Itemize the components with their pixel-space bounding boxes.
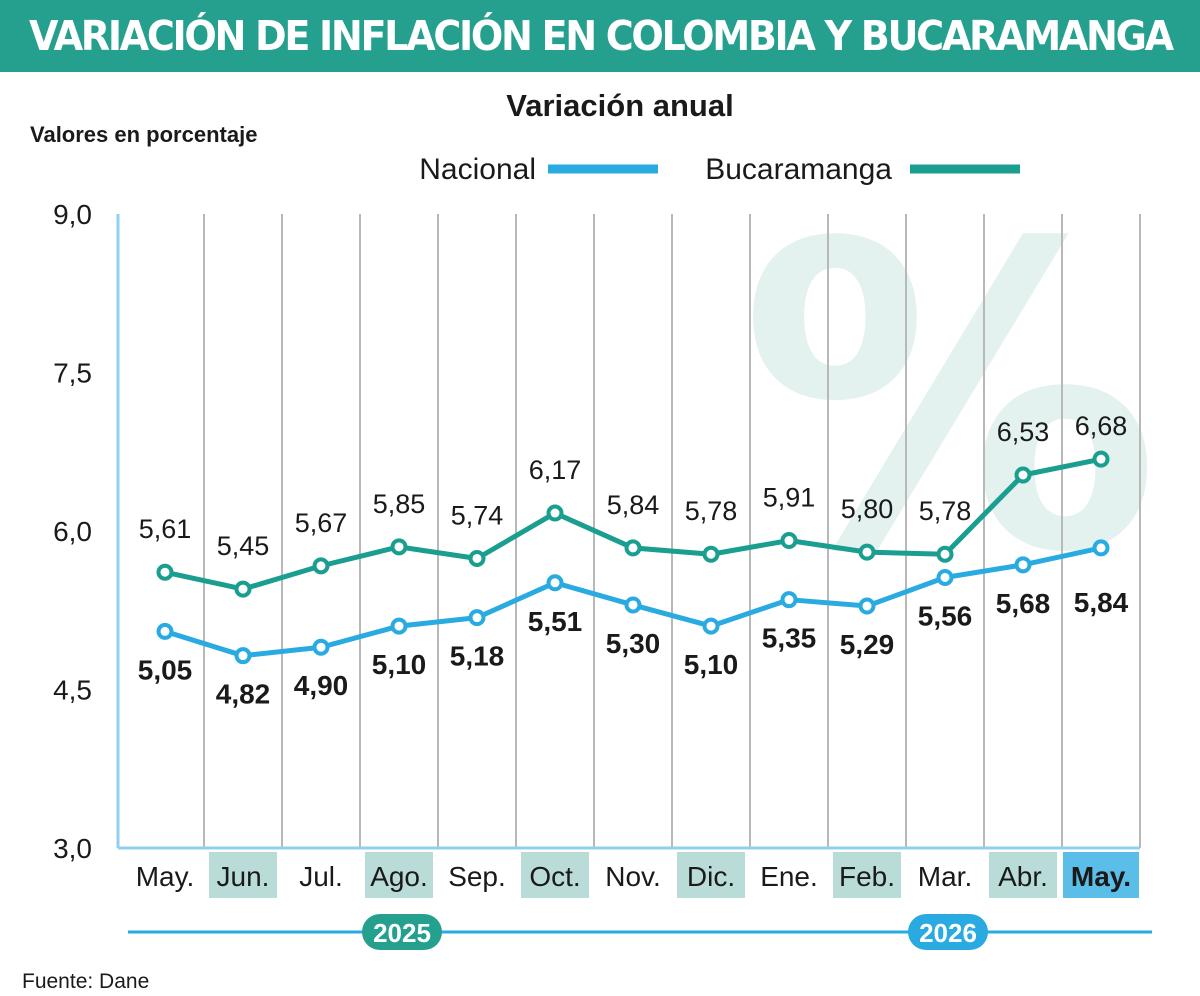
data-label-bucaramanga: 5,85 bbox=[373, 489, 426, 519]
data-label-bucaramanga: 5,61 bbox=[139, 514, 192, 544]
x-tick-label: Nov. bbox=[605, 861, 661, 892]
data-point-nacional bbox=[234, 647, 252, 665]
data-label-bucaramanga: 6,17 bbox=[529, 455, 582, 485]
data-point-nacional bbox=[936, 568, 954, 586]
data-point-nacional bbox=[702, 617, 720, 635]
data-label-bucaramanga: 5,78 bbox=[685, 496, 738, 526]
data-label-nacional: 5,10 bbox=[684, 649, 739, 680]
data-point-bucaramanga bbox=[1014, 466, 1032, 484]
data-label-nacional: 4,90 bbox=[294, 670, 349, 701]
data-point-nacional bbox=[624, 596, 642, 614]
data-label-nacional: 5,68 bbox=[996, 588, 1051, 619]
x-tick-label: May. bbox=[136, 861, 195, 892]
x-tick-label: Dic. bbox=[687, 861, 735, 892]
y-tick-label: 3,0 bbox=[53, 833, 92, 864]
x-tick-label: Jun. bbox=[217, 861, 270, 892]
data-point-bucaramanga bbox=[312, 557, 330, 575]
data-point-bucaramanga bbox=[702, 545, 720, 563]
y-axis-label: Valores en porcentaje bbox=[30, 122, 257, 147]
year-label-2025: 2025 bbox=[373, 918, 431, 948]
month-box bbox=[677, 852, 745, 898]
percent-watermark: % bbox=[740, 156, 1161, 645]
data-label-nacional: 5,29 bbox=[840, 629, 895, 660]
data-label-nacional: 5,10 bbox=[372, 649, 427, 680]
x-tick-label: Mar. bbox=[918, 861, 972, 892]
data-label-bucaramanga: 5,78 bbox=[919, 496, 972, 526]
y-tick-label: 9,0 bbox=[53, 199, 92, 230]
data-point-nacional bbox=[156, 622, 174, 640]
data-point-nacional bbox=[1092, 539, 1110, 557]
x-tick-label: Abr. bbox=[998, 861, 1048, 892]
x-tick-label: Jul. bbox=[299, 861, 343, 892]
year-badge-2026 bbox=[908, 914, 988, 950]
x-tick-label: Feb. bbox=[839, 861, 895, 892]
data-point-bucaramanga bbox=[468, 549, 486, 567]
chart-title: VARIACIÓN DE INFLACIÓN EN COLOMBIA Y BUC… bbox=[28, 12, 1174, 60]
month-box bbox=[521, 852, 589, 898]
legend-label-nacional: Nacional bbox=[419, 153, 536, 186]
month-box bbox=[209, 852, 277, 898]
data-point-nacional bbox=[468, 609, 486, 627]
data-point-bucaramanga bbox=[156, 563, 174, 581]
year-badge-2025 bbox=[362, 914, 442, 950]
data-point-bucaramanga bbox=[624, 539, 642, 557]
data-label-nacional: 5,18 bbox=[450, 641, 505, 672]
month-box bbox=[833, 852, 901, 898]
data-label-nacional: 5,30 bbox=[606, 628, 661, 659]
data-label-nacional: 4,82 bbox=[216, 679, 271, 710]
data-point-nacional bbox=[858, 597, 876, 615]
data-point-nacional bbox=[1014, 556, 1032, 574]
data-point-bucaramanga bbox=[390, 538, 408, 556]
data-point-bucaramanga bbox=[936, 545, 954, 563]
month-box bbox=[989, 852, 1057, 898]
y-tick-label: 4,5 bbox=[53, 675, 92, 706]
data-point-nacional bbox=[312, 638, 330, 656]
data-label-nacional: 5,56 bbox=[918, 600, 973, 631]
data-label-nacional: 5,35 bbox=[762, 623, 817, 654]
data-point-bucaramanga bbox=[546, 504, 564, 522]
month-box bbox=[365, 852, 433, 898]
x-tick-label: Oct. bbox=[529, 861, 580, 892]
x-tick-label: Ene. bbox=[760, 861, 818, 892]
month-box-highlight bbox=[1063, 852, 1139, 898]
data-label-nacional: 5,84 bbox=[1074, 587, 1129, 618]
title-bar: VARIACIÓN DE INFLACIÓN EN COLOMBIA Y BUC… bbox=[0, 0, 1200, 72]
data-label-bucaramanga: 5,84 bbox=[607, 490, 660, 520]
data-label-bucaramanga: 6,53 bbox=[997, 417, 1050, 447]
data-point-nacional bbox=[546, 574, 564, 592]
x-tick-label: Ago. bbox=[370, 861, 428, 892]
y-tick-label: 7,5 bbox=[53, 358, 92, 389]
x-tick-label: Sep. bbox=[448, 861, 506, 892]
data-label-bucaramanga: 5,80 bbox=[841, 494, 894, 524]
data-label-nacional: 5,51 bbox=[528, 606, 583, 637]
data-point-nacional bbox=[780, 591, 798, 609]
data-point-nacional bbox=[390, 617, 408, 635]
data-point-bucaramanga bbox=[858, 543, 876, 561]
data-label-bucaramanga: 5,45 bbox=[217, 531, 270, 561]
data-label-nacional: 5,05 bbox=[138, 654, 193, 685]
data-label-bucaramanga: 5,67 bbox=[295, 508, 348, 538]
data-point-bucaramanga bbox=[1092, 450, 1110, 468]
year-label-2026: 2026 bbox=[919, 918, 977, 948]
data-label-bucaramanga: 5,91 bbox=[763, 483, 816, 513]
data-point-bucaramanga bbox=[780, 532, 798, 550]
legend-label-bucaramanga: Bucaramanga bbox=[705, 153, 892, 186]
data-point-bucaramanga bbox=[234, 580, 252, 598]
y-tick-label: 6,0 bbox=[53, 516, 92, 547]
data-label-bucaramanga: 5,74 bbox=[451, 500, 504, 530]
source-note: Fuente: Dane bbox=[22, 970, 149, 993]
data-label-bucaramanga: 6,68 bbox=[1075, 411, 1128, 441]
x-tick-label: May. bbox=[1071, 861, 1131, 892]
chart-subtitle: Variación anual bbox=[506, 88, 733, 123]
